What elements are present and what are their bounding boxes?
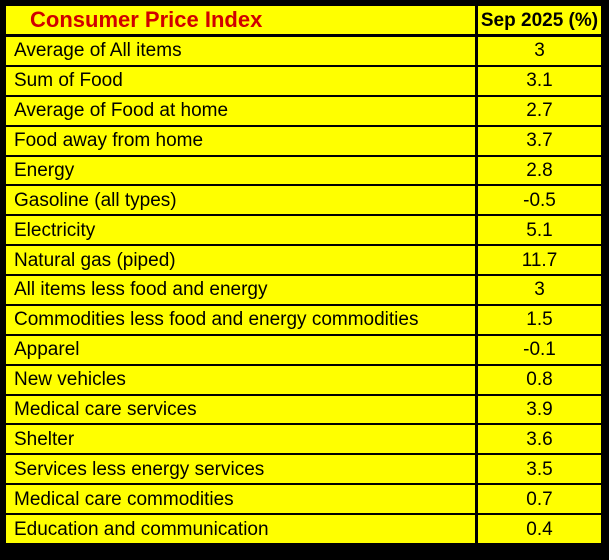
row-label: Average of Food at home bbox=[6, 96, 475, 125]
row-value: 3.5 bbox=[478, 455, 601, 484]
row-label: Apparel bbox=[6, 335, 475, 364]
row-label: Electricity bbox=[6, 216, 475, 245]
row-value: 2.7 bbox=[478, 96, 601, 125]
row-label: Education and communication bbox=[6, 515, 475, 543]
row-label: New vehicles bbox=[6, 365, 475, 394]
row-value: 2.8 bbox=[478, 156, 601, 185]
row-label: Medical care commodities bbox=[6, 485, 475, 514]
row-value: 0.7 bbox=[478, 485, 601, 514]
row-value: 3.6 bbox=[478, 425, 601, 454]
table-title: Consumer Price Index bbox=[6, 6, 475, 35]
row-value: 3.9 bbox=[478, 395, 601, 424]
row-label: Shelter bbox=[6, 425, 475, 454]
row-value: 3 bbox=[478, 37, 601, 65]
row-label: Energy bbox=[6, 156, 475, 185]
row-label: Natural gas (piped) bbox=[6, 246, 475, 275]
row-value: -0.1 bbox=[478, 335, 601, 364]
row-value: -0.5 bbox=[478, 186, 601, 215]
row-label: Sum of Food bbox=[6, 66, 475, 95]
row-value: 5.1 bbox=[478, 216, 601, 245]
row-label: Food away from home bbox=[6, 126, 475, 155]
cpi-table-grid: Consumer Price Index Sep 2025 (%) Averag… bbox=[6, 6, 601, 543]
row-label: Medical care services bbox=[6, 395, 475, 424]
row-value: 3.7 bbox=[478, 126, 601, 155]
row-label: Services less energy services bbox=[6, 455, 475, 484]
row-value: 11.7 bbox=[478, 246, 601, 275]
row-value: 0.4 bbox=[478, 515, 601, 543]
row-value: 3 bbox=[478, 276, 601, 304]
row-value: 3.1 bbox=[478, 66, 601, 95]
row-label: All items less food and energy bbox=[6, 276, 475, 304]
period-column-header: Sep 2025 (%) bbox=[478, 6, 601, 35]
row-value: 1.5 bbox=[478, 305, 601, 334]
row-label: Commodities less food and energy commodi… bbox=[6, 305, 475, 334]
row-label: Average of All items bbox=[6, 37, 475, 65]
row-label: Gasoline (all types) bbox=[6, 186, 475, 215]
row-value: 0.8 bbox=[478, 365, 601, 394]
